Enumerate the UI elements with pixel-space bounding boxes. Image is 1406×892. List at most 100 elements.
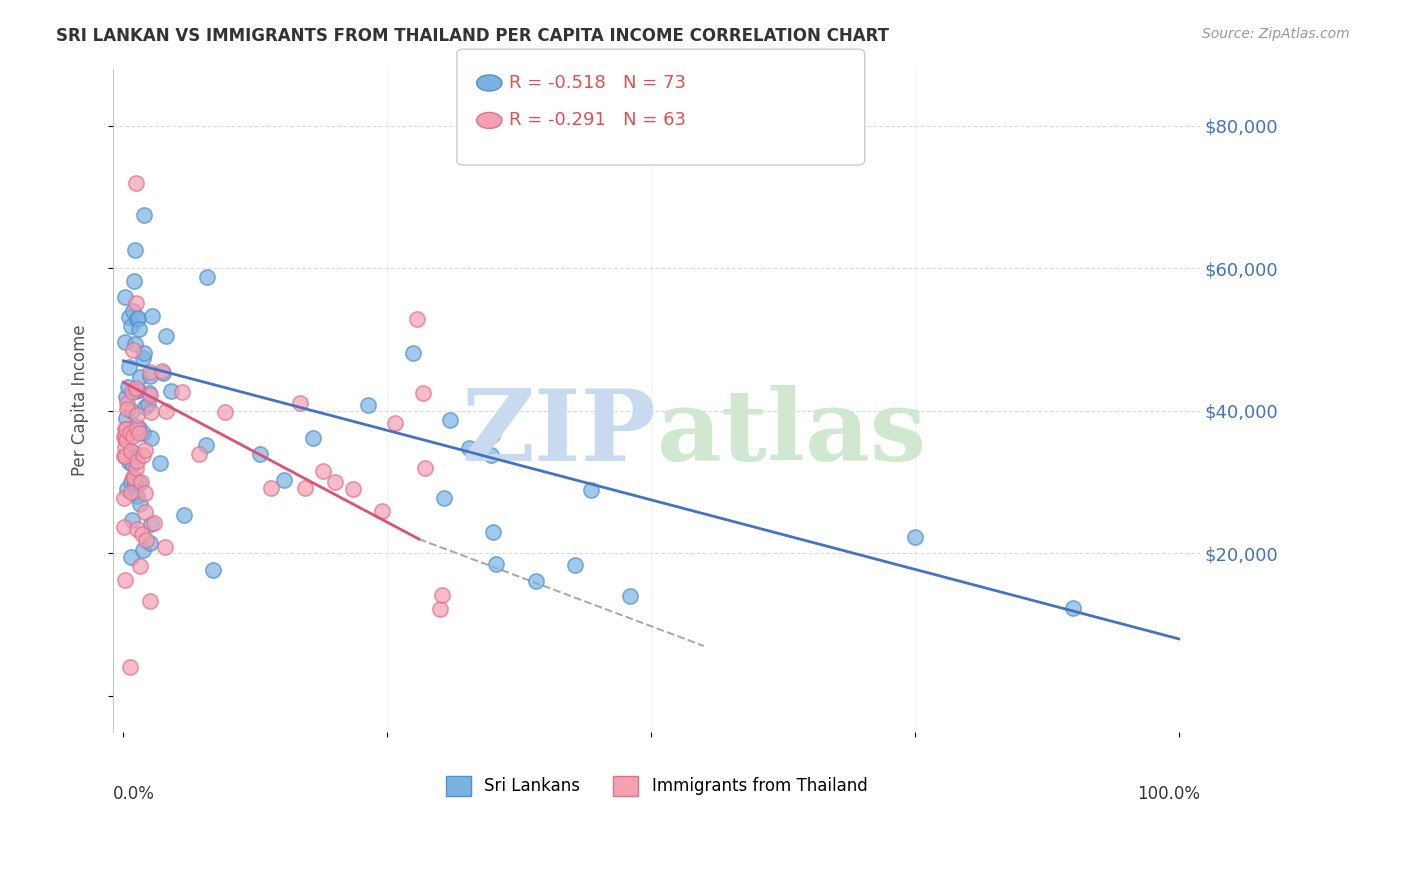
Sri Lankans [155, 329, 177, 343]
Immigrants from Thailand [412, 385, 434, 400]
Immigrants from Thailand [122, 470, 145, 484]
Sri Lankans [128, 476, 150, 491]
Immigrants from Thailand [138, 365, 160, 379]
Sri Lankans [118, 360, 141, 375]
Immigrants from Thailand [114, 450, 136, 464]
Sri Lankans [482, 524, 505, 539]
Sri Lankans [432, 491, 454, 505]
Sri Lankans [904, 530, 927, 544]
Immigrants from Thailand [121, 343, 143, 357]
Sri Lankans [117, 379, 139, 393]
Sri Lankans [302, 431, 325, 445]
Sri Lankans [129, 369, 152, 384]
Immigrants from Thailand [114, 519, 136, 533]
Immigrants from Thailand [139, 594, 162, 608]
Sri Lankans [115, 411, 138, 425]
Immigrants from Thailand [139, 388, 162, 402]
Sri Lankans [122, 303, 145, 318]
Immigrants from Thailand [125, 176, 148, 190]
Immigrants from Thailand [135, 533, 157, 548]
Legend: Sri Lankans, Immigrants from Thailand: Sri Lankans, Immigrants from Thailand [439, 769, 875, 803]
Sri Lankans [124, 419, 146, 434]
Sri Lankans [128, 321, 150, 335]
Immigrants from Thailand [432, 589, 454, 603]
Sri Lankans [122, 446, 145, 460]
Sri Lankans [124, 450, 146, 464]
Immigrants from Thailand [150, 364, 173, 378]
Sri Lankans [138, 386, 160, 401]
Sri Lankans [118, 310, 141, 324]
Sri Lankans [114, 334, 136, 349]
Sri Lankans [124, 384, 146, 398]
Immigrants from Thailand [121, 429, 143, 443]
Sri Lankans [129, 497, 152, 511]
Sri Lankans [619, 589, 641, 603]
Immigrants from Thailand [121, 443, 143, 458]
Immigrants from Thailand [143, 516, 166, 530]
Immigrants from Thailand [153, 540, 176, 554]
Text: R = -0.518   N = 73: R = -0.518 N = 73 [509, 74, 686, 92]
Immigrants from Thailand [294, 481, 316, 495]
Y-axis label: Per Capita Income: Per Capita Income [72, 324, 89, 475]
Sri Lankans [139, 368, 162, 383]
Sri Lankans [139, 431, 162, 445]
Sri Lankans [127, 310, 149, 325]
Immigrants from Thailand [481, 427, 503, 442]
Text: ZIP: ZIP [461, 384, 657, 482]
Sri Lankans [127, 384, 149, 398]
Sri Lankans [127, 489, 149, 503]
Text: 0.0%: 0.0% [112, 785, 155, 803]
Sri Lankans [195, 437, 218, 451]
Immigrants from Thailand [312, 464, 335, 478]
Sri Lankans [1062, 601, 1084, 615]
Immigrants from Thailand [121, 385, 143, 400]
Sri Lankans [249, 447, 271, 461]
Immigrants from Thailand [115, 401, 138, 416]
Immigrants from Thailand [114, 449, 136, 463]
Immigrants from Thailand [118, 425, 141, 440]
Sri Lankans [120, 319, 142, 334]
Immigrants from Thailand [132, 448, 155, 462]
Sri Lankans [121, 404, 143, 418]
Sri Lankans [159, 384, 181, 399]
Sri Lankans [485, 557, 508, 571]
Immigrants from Thailand [134, 485, 156, 500]
Immigrants from Thailand [127, 420, 149, 434]
Sri Lankans [564, 558, 586, 573]
Sri Lankans [121, 513, 143, 527]
Immigrants from Thailand [323, 475, 346, 490]
Immigrants from Thailand [188, 446, 211, 460]
Immigrants from Thailand [413, 460, 436, 475]
Immigrants from Thailand [114, 491, 136, 505]
Sri Lankans [114, 290, 136, 304]
Sri Lankans [121, 457, 143, 471]
Sri Lankans [124, 336, 146, 351]
Sri Lankans [120, 550, 142, 565]
Sri Lankans [118, 455, 141, 469]
Immigrants from Thailand [129, 475, 152, 489]
Immigrants from Thailand [114, 434, 136, 448]
Immigrants from Thailand [134, 505, 156, 519]
Immigrants from Thailand [114, 440, 136, 454]
Sri Lankans [139, 536, 162, 550]
Immigrants from Thailand [114, 573, 136, 587]
Immigrants from Thailand [125, 381, 148, 395]
Immigrants from Thailand [125, 523, 148, 537]
Sri Lankans [124, 475, 146, 490]
Immigrants from Thailand [125, 461, 148, 475]
Sri Lankans [115, 391, 138, 405]
Text: Source: ZipAtlas.com: Source: ZipAtlas.com [1202, 27, 1350, 41]
Immigrants from Thailand [129, 558, 152, 573]
Immigrants from Thailand [127, 408, 149, 422]
Sri Lankans [439, 413, 461, 427]
Immigrants from Thailand [114, 422, 136, 436]
Immigrants from Thailand [134, 442, 156, 457]
Sri Lankans [132, 346, 155, 360]
Immigrants from Thailand [429, 601, 451, 615]
Sri Lankans [173, 508, 195, 523]
Sri Lankans [124, 484, 146, 499]
Sri Lankans [134, 208, 156, 222]
Sri Lankans [579, 483, 602, 498]
Immigrants from Thailand [115, 396, 138, 410]
Immigrants from Thailand [122, 470, 145, 484]
